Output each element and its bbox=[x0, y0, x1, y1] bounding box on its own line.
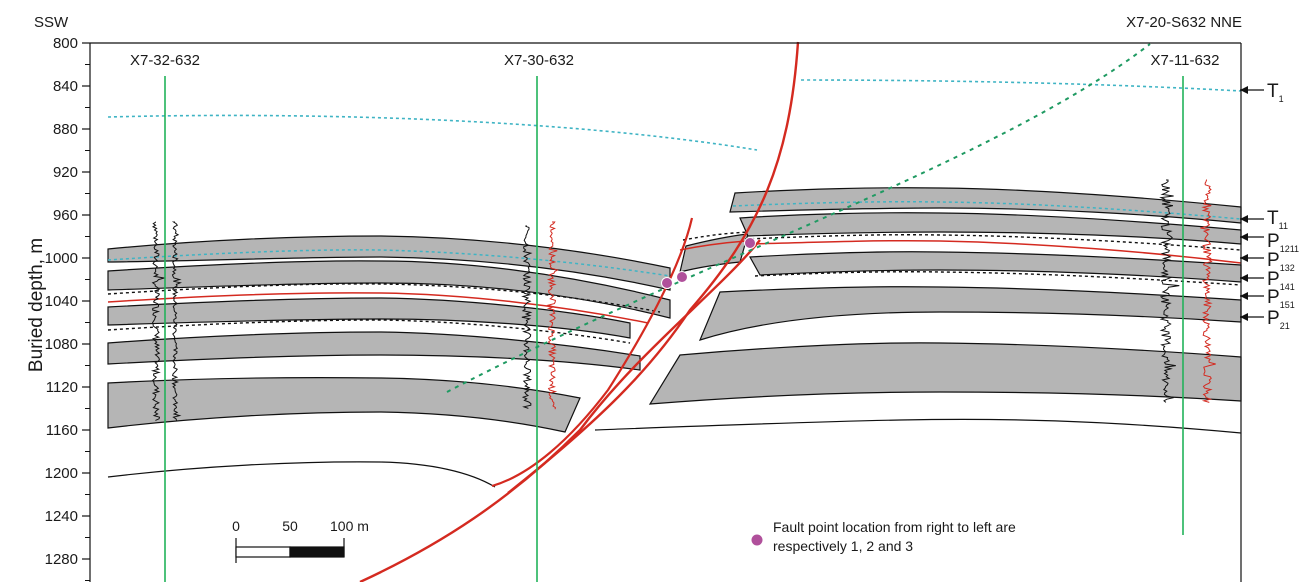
horizon-red-line-right bbox=[751, 239, 1242, 264]
fault-point-3 bbox=[661, 277, 673, 289]
horizon-line bbox=[107, 461, 496, 488]
well-trajectory-x7-20-s632 bbox=[446, 43, 1151, 393]
shale-band bbox=[698, 286, 1242, 341]
scale-bar-black-segment bbox=[289, 546, 345, 558]
well-log-curve bbox=[1200, 179, 1216, 403]
horizon-t11-line-right bbox=[732, 200, 1242, 220]
horizon-arrowhead bbox=[1240, 292, 1248, 300]
shale-band bbox=[107, 377, 581, 433]
horizon-arrowhead bbox=[1240, 254, 1248, 262]
shale-band bbox=[648, 342, 1242, 405]
direction-left-label: SSW bbox=[34, 14, 69, 31]
horizon-marker-p21: P21 bbox=[1240, 308, 1290, 331]
horizon-red-line-left bbox=[107, 292, 649, 324]
depth-tick-label: 1000 bbox=[45, 250, 78, 267]
middle-block-strata bbox=[679, 231, 751, 273]
scale-bar-tick-100: 100 m bbox=[330, 518, 369, 534]
depth-tick-label: 840 bbox=[53, 78, 78, 95]
fault-point-2 bbox=[676, 271, 688, 283]
horizon-label-p21: P21 bbox=[1267, 308, 1290, 331]
legend-text-line1: Fault point location from right to left … bbox=[773, 519, 1016, 535]
horizon-label-t11: T11 bbox=[1267, 208, 1288, 231]
scale-bar: 0 50 100 m bbox=[232, 518, 369, 563]
well-label-x7-11-632: X7-11-632 bbox=[1151, 52, 1220, 69]
depth-tick-label: 1200 bbox=[45, 465, 78, 482]
depth-tick-label: 880 bbox=[53, 121, 78, 138]
shale-band bbox=[107, 235, 671, 291]
left-block-strata bbox=[107, 235, 671, 488]
well-log-curve bbox=[546, 221, 559, 410]
well-log-curves bbox=[150, 179, 1216, 421]
legend-text-line2: respectively 1, 2 and 3 bbox=[773, 538, 913, 554]
fault-splay bbox=[491, 217, 694, 488]
scale-bar-tick-0: 0 bbox=[232, 518, 240, 534]
well-label-x7-32-632: X7-32-632 bbox=[130, 52, 200, 69]
horizon-marker-t1: T1 bbox=[1240, 81, 1284, 104]
well-log-curve bbox=[521, 225, 533, 409]
horizon-arrowhead bbox=[1240, 313, 1248, 321]
horizon-arrowhead bbox=[1240, 86, 1248, 94]
fault-point-1 bbox=[744, 237, 756, 249]
horizon-arrowhead bbox=[1240, 274, 1248, 282]
fault-points bbox=[661, 237, 756, 289]
depth-tick-label: 800 bbox=[53, 35, 78, 52]
legend-fault-point-icon bbox=[751, 534, 763, 546]
shale-band bbox=[107, 297, 631, 339]
horizon-arrowhead bbox=[1240, 215, 1248, 223]
depth-tick-label: 960 bbox=[53, 207, 78, 224]
depth-tick-label: 1040 bbox=[45, 293, 78, 310]
horizon-label-p132: P132 bbox=[1267, 250, 1295, 273]
horizon-marker-t11: T11 bbox=[1240, 208, 1288, 231]
horizon-label-p1211: P1211 bbox=[1267, 231, 1299, 254]
horizon-t1-line-right bbox=[800, 79, 1242, 92]
horizon-marker-p1211: P1211 bbox=[1240, 231, 1299, 254]
scale-bar-white-segment bbox=[235, 546, 291, 558]
y-axis-label: Buried depth, m bbox=[26, 238, 47, 372]
horizon-dotted-line bbox=[744, 234, 1242, 251]
depth-tick-label: 1280 bbox=[45, 551, 78, 568]
horizon-label-t1: T1 bbox=[1267, 81, 1284, 104]
depth-tick-label: 1120 bbox=[46, 379, 78, 396]
horizon-marker-p141: P141 bbox=[1240, 269, 1295, 292]
wells bbox=[164, 43, 1184, 582]
faults bbox=[359, 41, 800, 582]
horizon-dotted-line bbox=[107, 319, 631, 344]
well-label-x7-30-632: X7-30-632 bbox=[504, 52, 574, 69]
well-log-curve bbox=[150, 221, 165, 421]
horizon-line bbox=[594, 418, 1242, 434]
well-log-curve bbox=[171, 221, 182, 421]
horizon-arrowhead bbox=[1240, 233, 1248, 241]
depth-tick-label: 1240 bbox=[45, 508, 78, 525]
depth-tick-label: 1160 bbox=[46, 422, 78, 439]
fault-line-lower bbox=[359, 239, 761, 582]
depth-tick-label: 1080 bbox=[45, 336, 78, 353]
horizon-red-line-middle bbox=[679, 240, 747, 251]
horizon-dotted-line bbox=[107, 283, 661, 313]
horizon-dotted-line bbox=[682, 231, 751, 241]
horizon-t11-line-left bbox=[107, 249, 671, 277]
horizon-label-p151: P151 bbox=[1267, 287, 1295, 310]
scale-bar-tick-50: 50 bbox=[282, 518, 298, 534]
horizon-dotted-line bbox=[754, 271, 1242, 286]
horizon-marker-p132: P132 bbox=[1240, 250, 1295, 273]
shale-band bbox=[107, 331, 641, 371]
depth-tick-label: 920 bbox=[53, 164, 78, 181]
fault-line-upper bbox=[507, 41, 800, 494]
horizon-t1-line-left bbox=[107, 114, 758, 151]
well-log-curve bbox=[1159, 179, 1180, 403]
legend: Fault point location from right to left … bbox=[751, 519, 1016, 554]
horizon-marker-p151: P151 bbox=[1240, 287, 1295, 310]
direction-right-label: X7-20-S632 NNE bbox=[1126, 14, 1242, 31]
horizon-markers: T1 T11 P1211 P132 P141 P151 bbox=[1240, 81, 1299, 331]
horizon-label-p141: P141 bbox=[1267, 269, 1295, 292]
depth-axis-ticks: 800 840 880 920 960 1000 1040 1080 1120 1160 1200 1… bbox=[45, 35, 90, 581]
